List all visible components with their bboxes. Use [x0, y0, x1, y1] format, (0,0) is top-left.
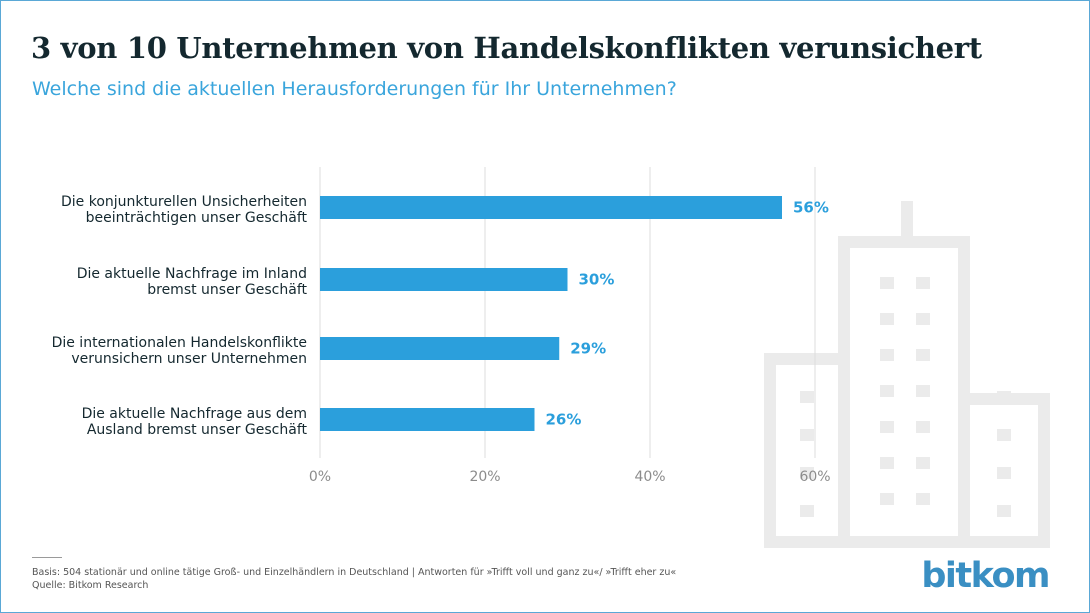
- category-label: Die aktuelle Nachfrage aus dem Ausland br…: [82, 406, 308, 438]
- window-icon: [880, 349, 894, 361]
- category-label-line: Die internationalen Handelskonflikte: [52, 335, 307, 351]
- value-label: 30%: [579, 271, 615, 289]
- category-label-line: Die aktuelle Nachfrage im Inland: [77, 266, 307, 282]
- bar: [320, 196, 782, 219]
- category-label-line: Die aktuelle Nachfrage aus dem: [82, 406, 307, 422]
- category-label: Die aktuelle Nachfrage im Inland bremst u…: [77, 266, 308, 298]
- x-axis-tick-labels: 0% 20% 40% 60%: [309, 469, 831, 485]
- window-icon: [880, 385, 894, 397]
- window-icon: [880, 457, 894, 469]
- chart-title: 3 von 10 Unternehmen von Handelskonflikt…: [31, 31, 982, 65]
- category-label: Die konjunkturellen Unsicherheiten beeint…: [61, 194, 308, 226]
- chart-subtitle: Welche sind die aktuellen Herausforderun…: [32, 78, 677, 100]
- x-tick-label: 20%: [469, 469, 500, 485]
- building-windows: [800, 277, 1011, 517]
- building-skyline-icon: [764, 201, 1050, 548]
- window-icon: [916, 349, 930, 361]
- category-label-line: verunsichern unser Unternehmen: [71, 351, 307, 367]
- x-tick-label: 40%: [634, 469, 665, 485]
- window-icon: [916, 421, 930, 433]
- category-labels: Die konjunkturellen Unsicherheiten beeint…: [52, 194, 308, 438]
- bars: [320, 196, 782, 431]
- category-label-line: beeinträchtigen unser Geschäft: [86, 210, 308, 226]
- value-labels: 56% 30% 29% 26%: [546, 199, 829, 429]
- window-icon: [880, 421, 894, 433]
- window-icon: [800, 429, 814, 441]
- window-icon: [997, 391, 1011, 403]
- category-label-line: Die konjunkturellen Unsicherheiten: [61, 194, 307, 210]
- bar: [320, 408, 535, 431]
- window-icon: [997, 467, 1011, 479]
- window-icon: [800, 467, 814, 479]
- footer-source: Quelle: Bitkom Research: [32, 580, 149, 591]
- category-label-line: bremst unser Geschäft: [147, 282, 307, 298]
- category-label: Die internationalen Handelskonflikte veru…: [52, 335, 307, 367]
- bitkom-logo: bitkom: [921, 556, 1050, 596]
- window-icon: [916, 277, 930, 289]
- footer-basis: Basis: 504 stationär und online tätige G…: [32, 567, 677, 578]
- window-icon: [997, 429, 1011, 441]
- window-icon: [800, 505, 814, 517]
- footer-divider: [32, 557, 62, 558]
- window-icon: [997, 505, 1011, 517]
- window-icon: [916, 385, 930, 397]
- value-label: 29%: [570, 340, 606, 358]
- x-tick-label: 0%: [309, 469, 331, 485]
- window-icon: [916, 313, 930, 325]
- window-icon: [916, 493, 930, 505]
- window-icon: [880, 313, 894, 325]
- window-icon: [880, 493, 894, 505]
- footer: Basis: 504 stationär und online tätige G…: [32, 566, 676, 592]
- category-label-line: Ausland bremst unser Geschäft: [87, 422, 308, 438]
- window-icon: [800, 391, 814, 403]
- value-label: 56%: [793, 199, 829, 217]
- value-label: 26%: [546, 411, 582, 429]
- window-icon: [916, 457, 930, 469]
- window-icon: [880, 277, 894, 289]
- bar: [320, 337, 560, 360]
- bar: [320, 268, 568, 291]
- x-tick-label: 60%: [799, 469, 830, 485]
